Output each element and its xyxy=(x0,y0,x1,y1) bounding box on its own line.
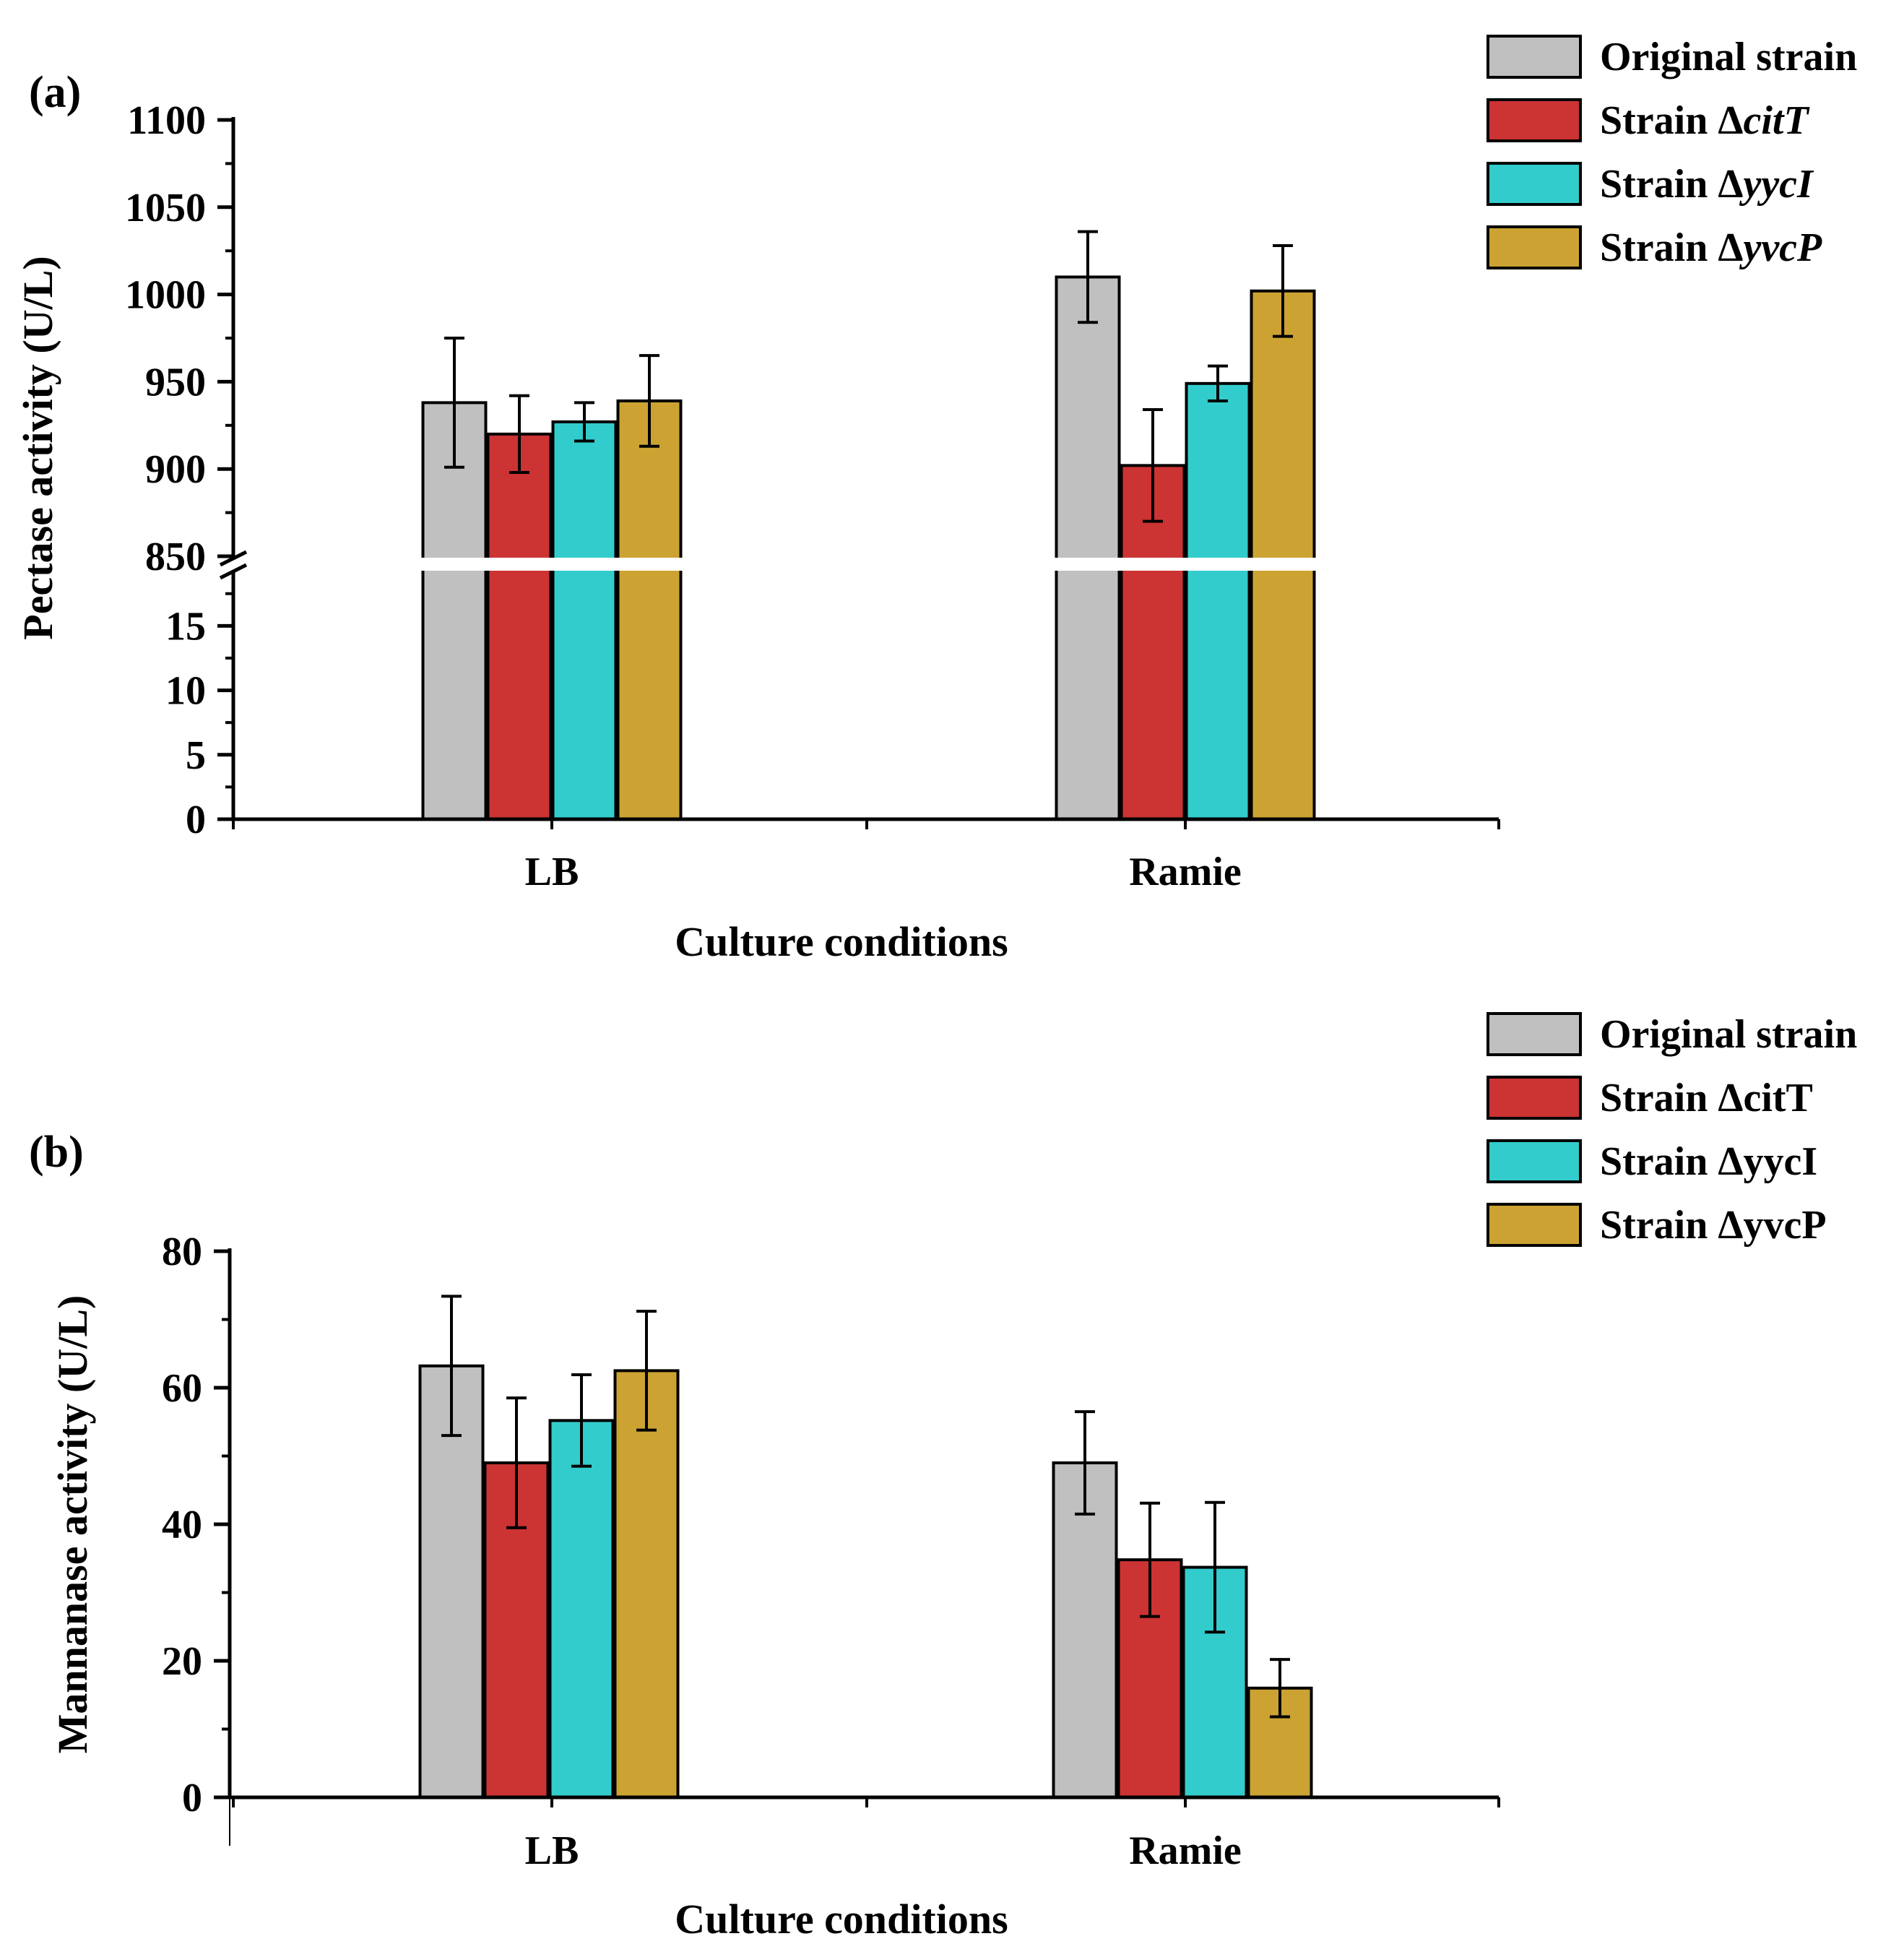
bar-b-1-1 xyxy=(1117,1558,1183,1799)
x-axis-title-b: Culture conditions xyxy=(675,1896,1008,1943)
x-axis-title-a: Culture conditions xyxy=(675,918,1008,965)
legend-label-a-1: Strain ΔcitT xyxy=(1600,98,1810,143)
panel-b-mannanase-chart: 0 20 40 60 80 LB Ramie Culture conditions Mannan… xyxy=(29,1012,1857,1943)
error-bar-b-2-0 xyxy=(571,1373,592,1468)
legend-label-b-2: Strain ΔyycI xyxy=(1600,1139,1817,1184)
tick-label-a-850: 850 xyxy=(145,535,206,579)
tick-label-a-1050: 1050 xyxy=(125,186,206,230)
category-label-a-1: Ramie xyxy=(1129,850,1242,894)
legend-swatch-a-0 xyxy=(1487,35,1582,79)
error-bar-b-3-1 xyxy=(1270,1658,1290,1719)
error-bar-b-2-1 xyxy=(1205,1500,1225,1634)
bar-a-1-1 xyxy=(1120,464,1186,821)
category-label-b-0: LB xyxy=(525,1828,579,1873)
panel-a-pectase-chart: 850 900 950 1000 1050 1100 0 5 10 15 LB Ramie Cultur… xyxy=(14,35,1857,965)
error-bar-a-2-0 xyxy=(574,401,594,443)
error-bar-b-1-0 xyxy=(506,1396,527,1529)
tick-label-b-60: 60 xyxy=(162,1366,202,1411)
tick-label-a-1000: 1000 xyxy=(125,273,206,318)
y-axis-title-b: Mannanase activity (U/L) xyxy=(49,1295,96,1754)
legend-swatch-a-3 xyxy=(1487,225,1582,269)
panel-label-a: (a) xyxy=(29,68,81,117)
legend-label-a-3: Strain ΔyvcP xyxy=(1600,225,1822,270)
tick-label-a-1100: 1100 xyxy=(127,98,206,143)
tick-label-a-15: 15 xyxy=(165,604,206,649)
legend-swatch-a-2 xyxy=(1487,162,1582,206)
error-bar-b-3-0 xyxy=(636,1310,657,1432)
error-bar-a-3-1 xyxy=(1273,243,1293,338)
tick-label-a-10: 10 xyxy=(165,669,206,714)
legend-swatch-a-1 xyxy=(1487,98,1582,142)
panel-label-b: (b) xyxy=(29,1128,84,1177)
legend-label-a-0: Original strain xyxy=(1600,35,1857,79)
axis-break-gap xyxy=(217,558,1510,571)
bar-a-2-0 xyxy=(551,420,618,821)
tick-label-a-950: 950 xyxy=(145,360,206,405)
legend-label-a-2: Strain ΔyycI xyxy=(1600,162,1814,207)
legend-swatch-b-0 xyxy=(1487,1012,1582,1056)
bar-b-2-0 xyxy=(548,1419,615,1799)
legend-swatch-b-1 xyxy=(1487,1076,1582,1120)
legend-label-b-0: Original strain xyxy=(1600,1012,1857,1057)
bar-a-0-1 xyxy=(1055,275,1121,821)
axis-break-mark xyxy=(219,563,248,580)
bar-a-3-1 xyxy=(1250,289,1316,821)
bar-b-0-0 xyxy=(418,1364,485,1799)
tick-label-b-20: 20 xyxy=(162,1639,202,1684)
legend-label-b-3: Strain ΔyvcP xyxy=(1600,1203,1827,1248)
error-bar-b-1-1 xyxy=(1140,1501,1160,1618)
category-label-b-1: Ramie xyxy=(1129,1828,1242,1873)
error-bar-b-0-0 xyxy=(441,1295,462,1438)
bar-a-2-1 xyxy=(1185,381,1251,821)
legend-swatch-b-2 xyxy=(1487,1139,1582,1183)
bar-a-3-0 xyxy=(616,399,683,821)
error-bar-a-2-1 xyxy=(1208,364,1228,402)
legend-b: Original strain Strain ΔcitT Strain ΔyycI S… xyxy=(1487,1012,1857,1248)
error-bar-a-1-1 xyxy=(1143,408,1163,523)
legend-swatch-b-3 xyxy=(1487,1203,1582,1247)
bar-a-1-0 xyxy=(486,432,553,821)
bar-a-0-0 xyxy=(421,401,488,821)
tick-label-a-900: 900 xyxy=(145,447,206,492)
tick-label-b-0: 0 xyxy=(182,1776,202,1820)
error-bar-a-1-0 xyxy=(509,394,529,475)
error-bar-a-3-0 xyxy=(639,354,659,448)
bar-b-3-0 xyxy=(613,1369,680,1799)
error-bar-a-0-1 xyxy=(1078,230,1098,324)
legend-label-b-1: Strain ΔcitT xyxy=(1600,1076,1813,1120)
y-axis-title-a: Pectase activity (U/L) xyxy=(14,256,61,639)
tick-label-b-40: 40 xyxy=(162,1503,202,1547)
tick-label-a-0: 0 xyxy=(186,798,206,842)
category-label-a-0: LB xyxy=(525,850,579,894)
error-bar-a-0-0 xyxy=(444,337,464,469)
tick-label-b-80: 80 xyxy=(162,1230,202,1274)
error-bar-b-0-1 xyxy=(1075,1410,1095,1516)
legend-a: Original strain Strain ΔcitT Strain ΔyycI S… xyxy=(1487,35,1857,270)
tick-label-a-5: 5 xyxy=(186,733,206,778)
axis-break-mark xyxy=(219,550,248,567)
